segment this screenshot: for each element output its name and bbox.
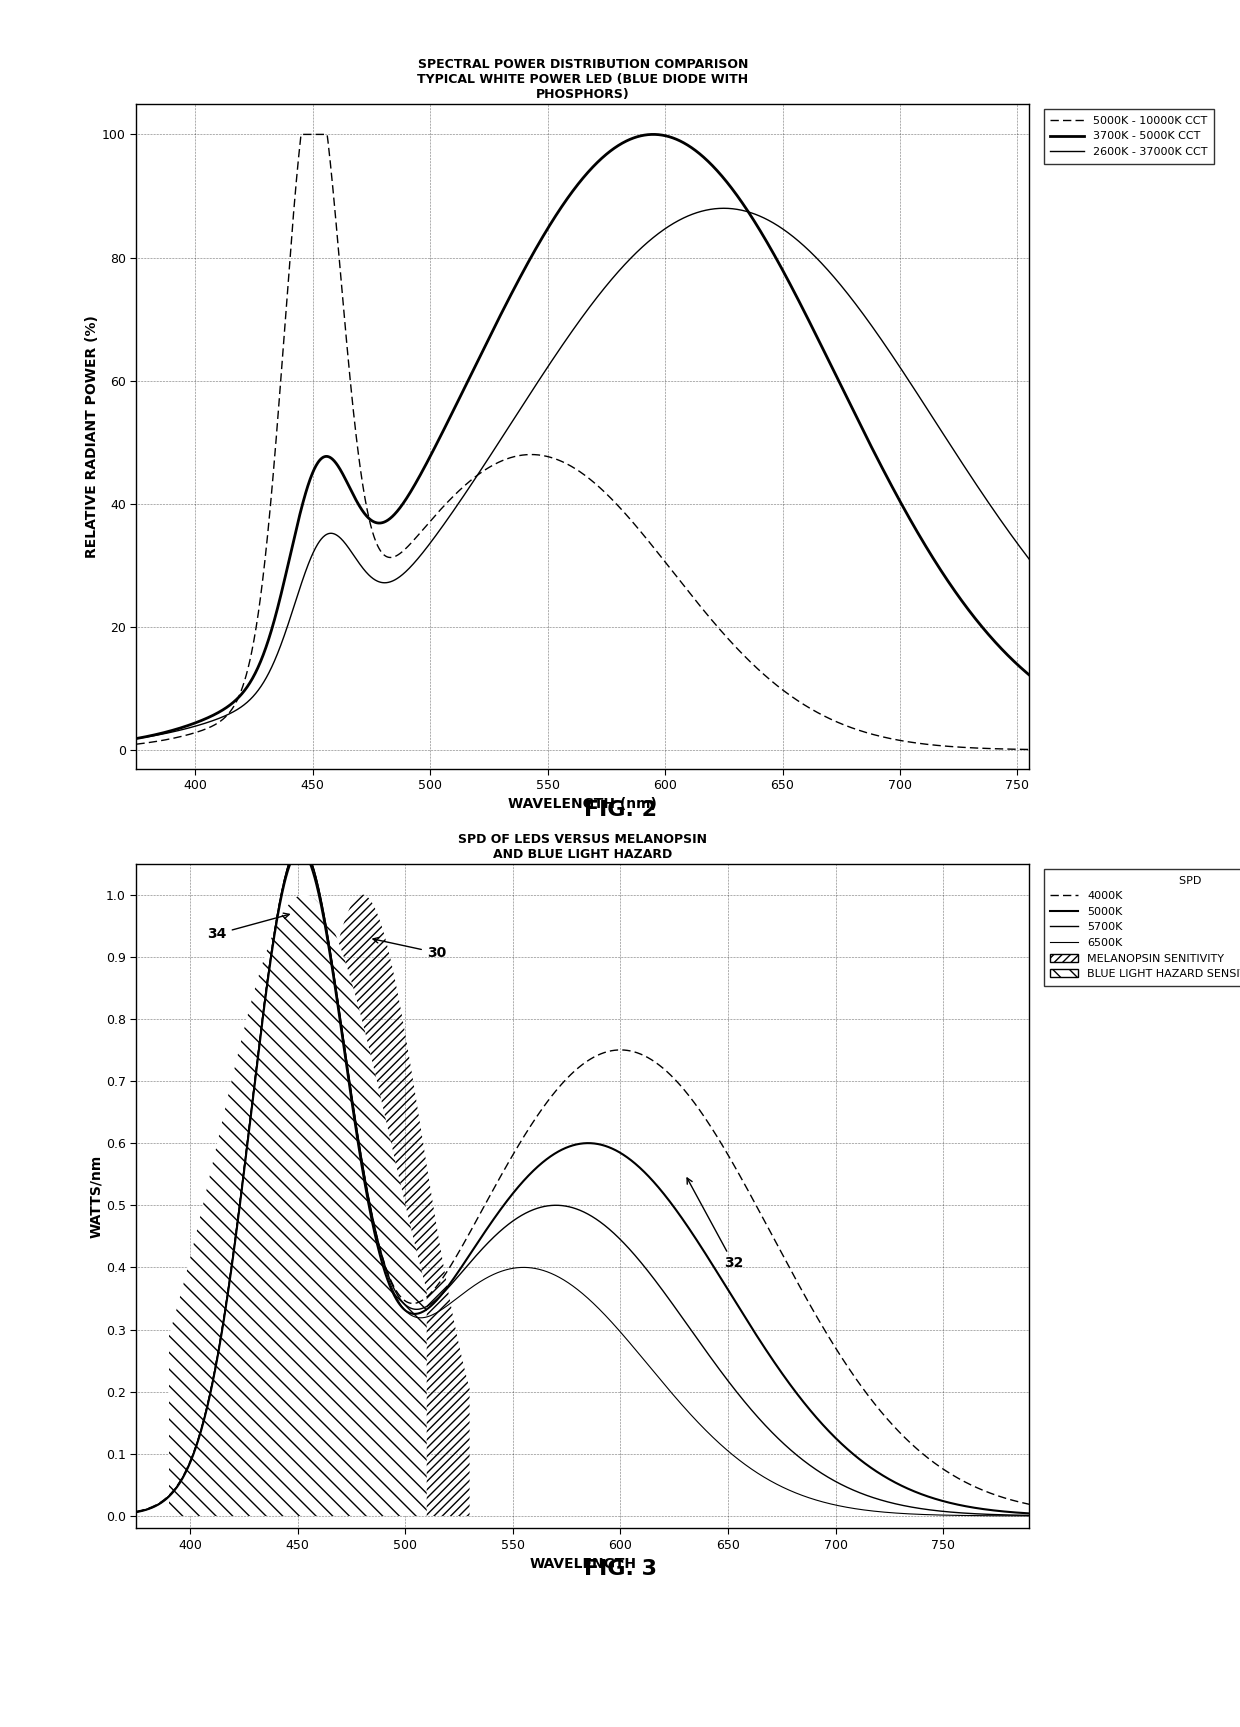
Title: SPECTRAL POWER DISTRIBUTION COMPARISON
TYPICAL WHITE POWER LED (BLUE DIODE WITH
: SPECTRAL POWER DISTRIBUTION COMPARISON T… <box>417 59 749 102</box>
Text: FIG. 3: FIG. 3 <box>584 1559 656 1580</box>
X-axis label: WAVELENGTH: WAVELENGTH <box>529 1558 636 1572</box>
Y-axis label: WATTS/nm: WATTS/nm <box>89 1154 103 1238</box>
Text: 32: 32 <box>687 1178 743 1271</box>
Legend: 4000K, 5000K, 5700K, 6500K, MELANOPSIN SENITIVITY, BLUE LIGHT HAZARD SENSITIVITY: 4000K, 5000K, 5700K, 6500K, MELANOPSIN S… <box>1044 869 1240 986</box>
Text: 34: 34 <box>207 914 289 941</box>
Y-axis label: RELATIVE RADIANT POWER (%): RELATIVE RADIANT POWER (%) <box>86 314 99 558</box>
Legend: 5000K - 10000K CCT, 3700K - 5000K CCT, 2600K - 37000K CCT: 5000K - 10000K CCT, 3700K - 5000K CCT, 2… <box>1044 109 1214 164</box>
X-axis label: WAVELENGTH (nm): WAVELENGTH (nm) <box>508 798 657 812</box>
Text: FIG. 2: FIG. 2 <box>584 800 656 820</box>
Title: SPD OF LEDS VERSUS MELANOPSIN
AND BLUE LIGHT HAZARD: SPD OF LEDS VERSUS MELANOPSIN AND BLUE L… <box>459 832 707 862</box>
Text: 30: 30 <box>373 938 446 960</box>
